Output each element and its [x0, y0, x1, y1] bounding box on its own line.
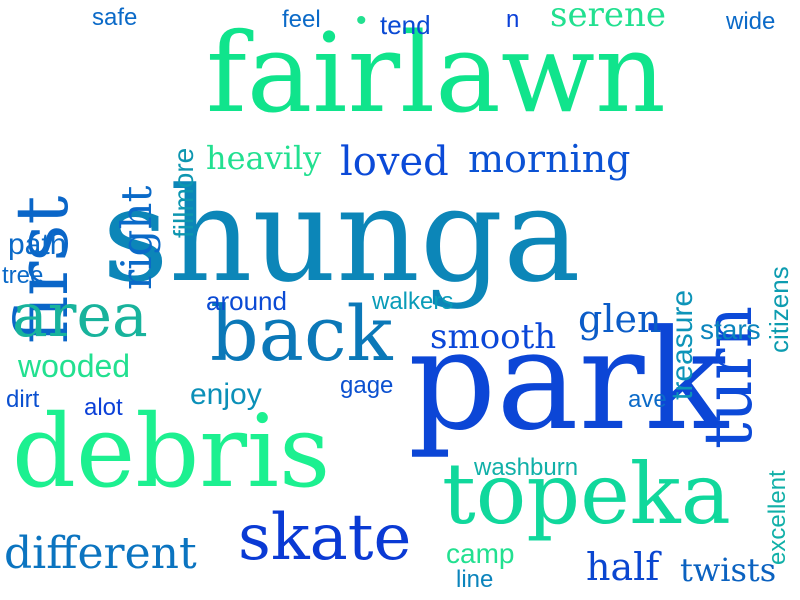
- word-n: n: [506, 6, 520, 33]
- word-morning: morning: [468, 137, 631, 181]
- word-washburn: washburn: [474, 454, 579, 481]
- word-shunga: shunga: [102, 159, 581, 311]
- word-topeka: topeka: [442, 445, 731, 543]
- word-dot: •: [356, 4, 367, 37]
- word-glen: glen: [578, 297, 662, 341]
- word-citizens: citizens: [764, 266, 794, 353]
- word-fillmore: fillmore: [168, 147, 199, 238]
- word-area: area: [12, 281, 148, 351]
- word-park: park: [408, 300, 729, 461]
- word-line: line: [456, 566, 494, 593]
- word-wide: wide: [726, 8, 776, 35]
- word-heavily: heavily: [206, 139, 322, 177]
- word-safe: safe: [92, 4, 138, 31]
- word-serene: serene: [550, 0, 666, 35]
- word-walkers: walkers: [372, 288, 454, 315]
- word-twists: twists: [680, 551, 777, 589]
- word-right: right: [112, 185, 161, 290]
- word-dirt: dirt: [6, 386, 40, 413]
- word-back: back: [210, 289, 393, 378]
- word-fairlawn: fairlawn: [206, 9, 666, 137]
- word-half: half: [586, 545, 660, 589]
- word-debris: debris: [12, 393, 331, 510]
- word-stars: stars: [700, 314, 761, 345]
- word-different: different: [4, 528, 197, 579]
- word-smooth: smooth: [430, 317, 557, 357]
- word-feel: feel: [282, 6, 321, 33]
- word-ave: ave: [628, 386, 667, 413]
- word-alot: alot: [84, 394, 123, 421]
- word-tend: tend: [380, 10, 431, 40]
- word-treasure: treasure: [666, 289, 699, 400]
- word-gage: gage: [340, 372, 394, 399]
- word-skate: skate: [238, 501, 412, 575]
- word-path: path: [8, 228, 67, 261]
- word-around: around: [206, 286, 287, 316]
- word-camp: camp: [446, 538, 515, 569]
- word-enjoy: enjoy: [190, 378, 262, 411]
- word-wooded: wooded: [18, 348, 131, 384]
- word-loved: loved: [340, 139, 449, 185]
- word-tree: tree: [2, 262, 44, 289]
- word-excellent: excellent: [764, 470, 791, 565]
